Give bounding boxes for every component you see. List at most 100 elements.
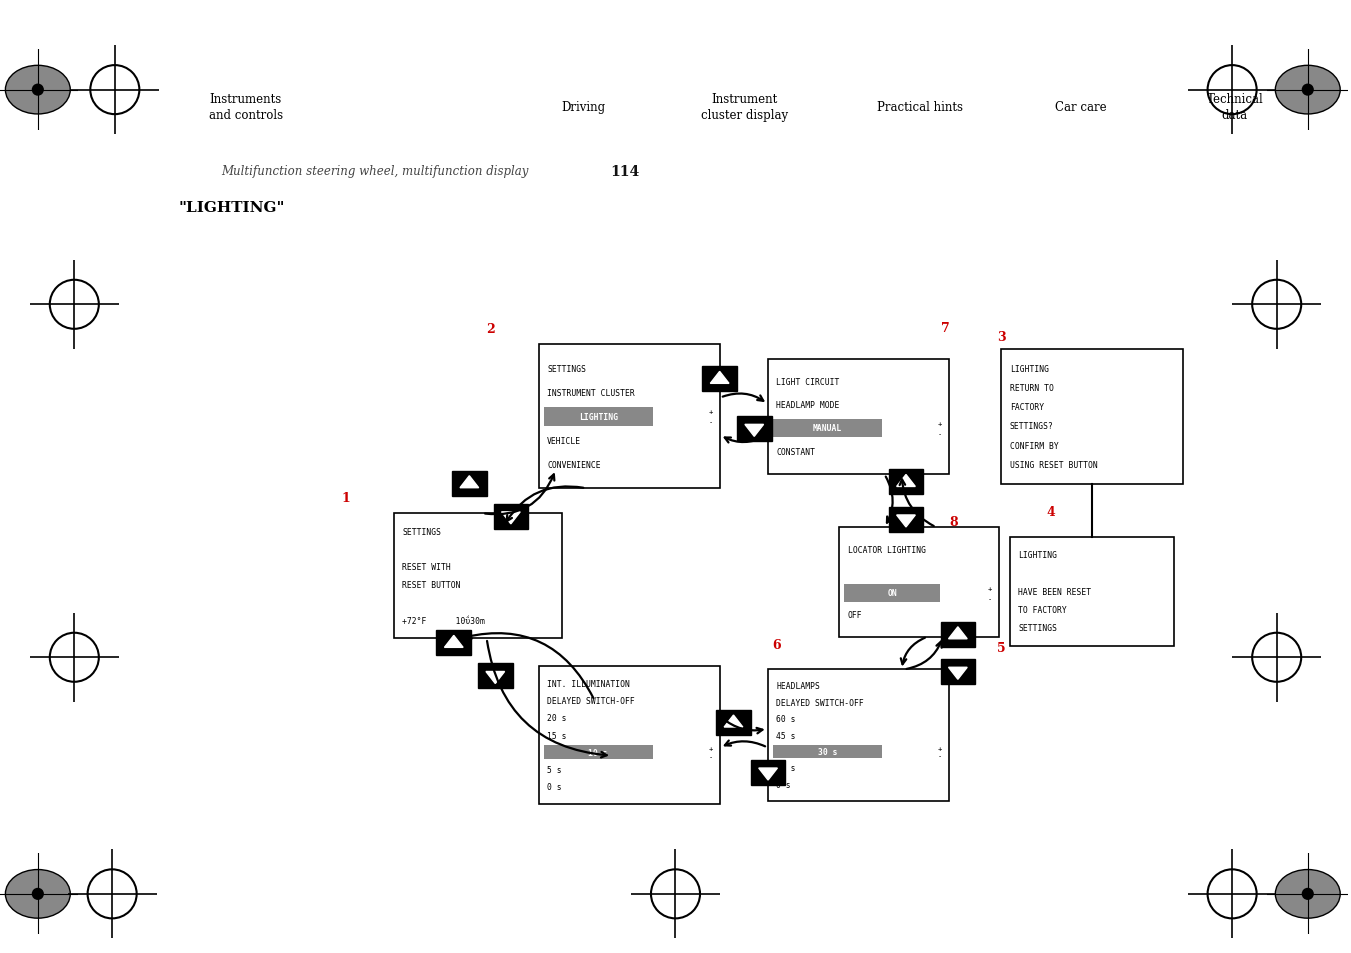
Polygon shape <box>459 476 478 488</box>
FancyBboxPatch shape <box>767 359 950 475</box>
FancyBboxPatch shape <box>539 345 720 489</box>
Text: 10 s: 10 s <box>589 748 608 757</box>
FancyBboxPatch shape <box>493 504 528 529</box>
Text: Driving: Driving <box>562 101 605 113</box>
Text: MANUAL: MANUAL <box>813 424 842 433</box>
FancyBboxPatch shape <box>453 471 486 497</box>
Text: -: - <box>988 596 992 601</box>
Text: SETTINGS: SETTINGS <box>403 527 442 536</box>
FancyBboxPatch shape <box>543 745 653 760</box>
Circle shape <box>31 85 43 96</box>
Polygon shape <box>486 672 505 683</box>
Text: 1: 1 <box>342 492 350 504</box>
Text: 3: 3 <box>997 331 1005 344</box>
Text: Operation: Operation <box>394 101 462 113</box>
Text: 7: 7 <box>940 321 950 335</box>
Text: 5 s: 5 s <box>547 765 562 774</box>
Ellipse shape <box>1275 67 1340 114</box>
Text: TO FACTORY: TO FACTORY <box>1019 605 1067 615</box>
Text: +: + <box>988 585 992 592</box>
FancyBboxPatch shape <box>767 670 950 801</box>
Polygon shape <box>501 513 520 524</box>
Text: HEADLAMPS: HEADLAMPS <box>777 681 820 691</box>
Text: 4: 4 <box>1047 506 1055 518</box>
Polygon shape <box>744 425 763 436</box>
Text: HAVE BEEN RESET: HAVE BEEN RESET <box>1019 587 1092 597</box>
Circle shape <box>1301 888 1313 900</box>
Text: HEADLAMP MODE: HEADLAMP MODE <box>777 401 840 410</box>
Text: SETTINGS: SETTINGS <box>1019 623 1058 633</box>
Text: +: + <box>938 420 942 426</box>
Text: CONVENIENCE: CONVENIENCE <box>547 460 601 469</box>
Text: +72°F      10ΰ30m: +72°F 10ΰ30m <box>403 617 485 625</box>
Text: LIGHT CIRCUIT: LIGHT CIRCUIT <box>777 377 840 387</box>
Text: CONSTANT: CONSTANT <box>777 447 815 456</box>
Polygon shape <box>897 516 916 527</box>
FancyBboxPatch shape <box>703 367 736 392</box>
Text: 114: 114 <box>611 165 640 178</box>
Text: OFF: OFF <box>847 611 862 619</box>
Text: 0 s: 0 s <box>777 780 790 789</box>
Text: 45 s: 45 s <box>777 731 796 740</box>
Polygon shape <box>724 716 743 727</box>
Polygon shape <box>759 768 777 781</box>
FancyBboxPatch shape <box>839 528 998 637</box>
FancyBboxPatch shape <box>393 514 562 639</box>
Text: Instruments
and controls: Instruments and controls <box>209 92 282 122</box>
Text: ON: ON <box>888 589 897 598</box>
Circle shape <box>31 888 43 900</box>
Text: VEHICLE: VEHICLE <box>547 436 581 445</box>
Ellipse shape <box>5 67 70 114</box>
Text: SETTINGS: SETTINGS <box>547 365 586 374</box>
Polygon shape <box>444 636 463 648</box>
Text: INSTRUMENT CLUSTER: INSTRUMENT CLUSTER <box>547 389 635 397</box>
Text: 5: 5 <box>997 641 1005 655</box>
FancyBboxPatch shape <box>543 407 653 427</box>
Text: Multifunction steering wheel, multifunction display: Multifunction steering wheel, multifunct… <box>222 165 530 178</box>
Ellipse shape <box>5 870 70 918</box>
FancyBboxPatch shape <box>716 710 751 736</box>
Text: Practical hints: Practical hints <box>877 101 963 113</box>
Text: RETURN TO: RETURN TO <box>1009 384 1054 393</box>
Text: FACTORY: FACTORY <box>1009 403 1044 412</box>
Polygon shape <box>711 372 730 384</box>
Text: DELAYED SWITCH-OFF: DELAYED SWITCH-OFF <box>777 698 865 707</box>
FancyBboxPatch shape <box>1001 350 1182 484</box>
Text: 60 s: 60 s <box>777 715 796 723</box>
Polygon shape <box>897 475 916 487</box>
Text: 0 s: 0 s <box>547 782 562 791</box>
Text: 2: 2 <box>486 323 496 336</box>
Text: SETTINGS?: SETTINGS? <box>1009 422 1054 431</box>
Text: 8: 8 <box>950 515 958 528</box>
Text: LOCATOR LIGHTING: LOCATOR LIGHTING <box>847 545 925 554</box>
Text: +: + <box>938 745 942 751</box>
Text: +: + <box>709 745 713 752</box>
Text: DELAYED SWITCH-OFF: DELAYED SWITCH-OFF <box>547 697 635 705</box>
FancyBboxPatch shape <box>844 584 940 602</box>
FancyBboxPatch shape <box>736 416 771 442</box>
Text: -: - <box>938 431 942 436</box>
FancyBboxPatch shape <box>436 631 471 656</box>
Text: RESET BUTTON: RESET BUTTON <box>403 580 461 590</box>
FancyBboxPatch shape <box>773 745 882 759</box>
Text: LIGHTING: LIGHTING <box>578 413 617 421</box>
Text: +: + <box>709 409 713 415</box>
FancyBboxPatch shape <box>1009 537 1174 646</box>
Text: USING RESET BUTTON: USING RESET BUTTON <box>1009 460 1097 469</box>
FancyBboxPatch shape <box>940 622 975 647</box>
Text: LIGHTING: LIGHTING <box>1009 364 1048 374</box>
Circle shape <box>1301 85 1313 96</box>
FancyBboxPatch shape <box>889 470 923 495</box>
Text: -: - <box>709 753 713 760</box>
Text: 15 s: 15 s <box>777 763 796 773</box>
Text: LIGHTING: LIGHTING <box>1019 551 1058 559</box>
Text: -: - <box>709 419 713 425</box>
Text: "LIGHTING": "LIGHTING" <box>178 201 285 214</box>
Text: RESET WITH: RESET WITH <box>403 562 451 572</box>
Text: Instrument
cluster display: Instrument cluster display <box>701 92 788 122</box>
Polygon shape <box>948 667 967 679</box>
Polygon shape <box>948 627 967 639</box>
FancyBboxPatch shape <box>751 760 785 785</box>
Text: 20 s: 20 s <box>547 714 566 722</box>
Text: Car care: Car care <box>1055 101 1106 113</box>
